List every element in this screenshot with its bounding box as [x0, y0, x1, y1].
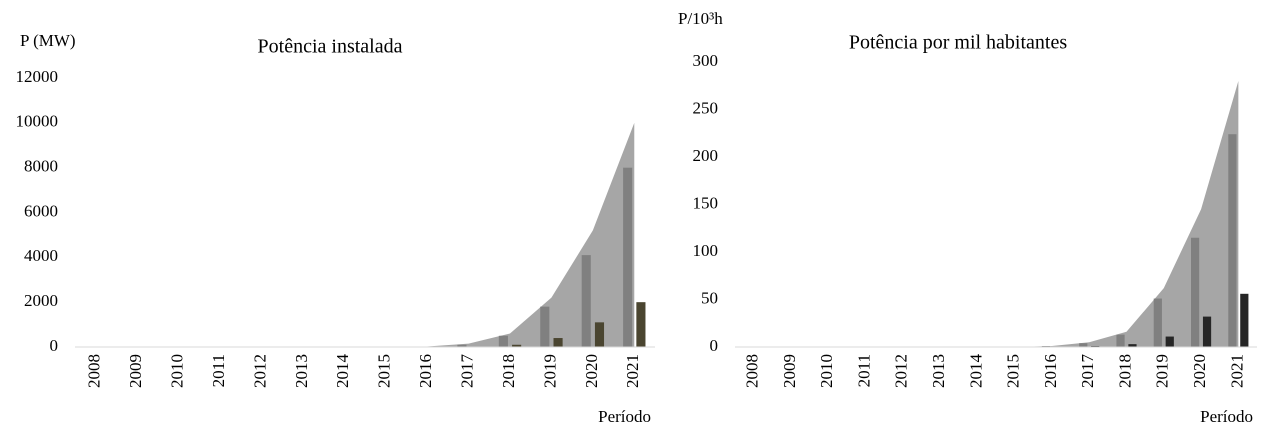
- x-tick-label: 2020: [582, 354, 601, 388]
- y-tick-label: 4000: [24, 246, 58, 265]
- x-tick-label: 2016: [1041, 354, 1060, 388]
- bar: [512, 344, 522, 347]
- x-tick-label: 2017: [1078, 354, 1097, 389]
- x-tick-label: 2010: [817, 354, 836, 388]
- y-tick-label: 250: [693, 98, 719, 117]
- x-tick-label: 2008: [85, 354, 104, 388]
- x-tick-label: 2010: [167, 354, 186, 388]
- bar: [553, 338, 563, 347]
- x-tick-label: 2020: [1190, 354, 1209, 388]
- y-tick-label: 0: [710, 336, 719, 355]
- bar: [594, 322, 605, 347]
- chart-title: Potência instalada: [258, 36, 403, 58]
- y-tick-label: 12000: [16, 67, 59, 86]
- x-tick-label: 2021: [1227, 354, 1246, 388]
- y-tick-label: 200: [693, 146, 719, 165]
- x-tick-label: 2012: [892, 354, 911, 388]
- x-tick-label: 2021: [623, 354, 642, 388]
- bar: [1202, 316, 1212, 347]
- x-axis-label: Período: [1200, 407, 1253, 425]
- x-tick-label: 2015: [1004, 354, 1023, 388]
- bar: [540, 306, 550, 347]
- y-tick-label: 150: [693, 193, 719, 212]
- area: [95, 122, 635, 347]
- bar: [1240, 293, 1249, 347]
- y-tick-label: 6000: [24, 201, 58, 220]
- y-tick-label: 100: [693, 241, 719, 260]
- bar: [498, 335, 508, 347]
- x-tick-label: 2011: [209, 354, 228, 387]
- y-tick-label: 2000: [24, 291, 58, 310]
- x-tick-label: 2014: [333, 354, 352, 389]
- bar: [636, 302, 646, 347]
- y-axis-label: P/10³h: [678, 9, 723, 28]
- bar: [1165, 336, 1174, 347]
- x-tick-label: 2018: [1115, 354, 1134, 388]
- x-tick-label: 2015: [375, 354, 394, 388]
- bar: [1153, 298, 1162, 347]
- bar: [1128, 344, 1137, 347]
- x-tick-label: 2013: [929, 354, 948, 388]
- x-tick-label: 2012: [250, 354, 269, 388]
- area: [753, 81, 1239, 347]
- chart-title: Potência por mil habitantes: [849, 32, 1067, 54]
- x-tick-label: 2016: [416, 354, 435, 388]
- bar: [581, 255, 591, 347]
- x-tick-label: 2018: [499, 354, 518, 388]
- y-axis-label: P (MW): [20, 31, 76, 50]
- bar: [623, 167, 633, 347]
- y-tick-label: 8000: [24, 157, 58, 176]
- bar: [1191, 237, 1200, 347]
- x-tick-label: 2019: [1153, 354, 1172, 388]
- bar: [1228, 134, 1237, 347]
- y-tick-label: 0: [50, 336, 59, 355]
- x-tick-label: 2013: [292, 354, 311, 388]
- bar: [457, 344, 467, 347]
- bar: [1116, 334, 1125, 347]
- x-tick-label: 2019: [540, 354, 559, 388]
- x-tick-label: 2011: [854, 354, 873, 387]
- bar: [1079, 343, 1088, 347]
- x-axis-label: Período: [598, 407, 651, 425]
- y-tick-label: 50: [701, 288, 718, 307]
- x-tick-label: 2008: [743, 354, 762, 388]
- x-tick-label: 2017: [457, 354, 476, 389]
- x-tick-label: 2009: [126, 354, 145, 388]
- y-tick-label: 10000: [16, 112, 59, 131]
- y-tick-label: 300: [693, 51, 719, 70]
- x-tick-label: 2014: [966, 354, 985, 389]
- x-tick-label: 2009: [780, 354, 799, 388]
